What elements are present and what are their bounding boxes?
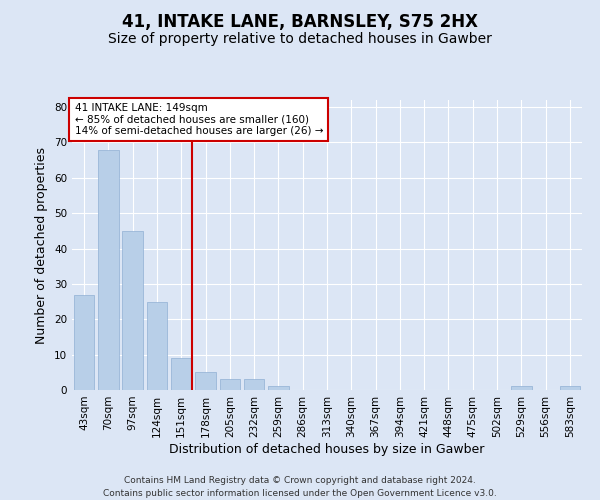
Y-axis label: Number of detached properties: Number of detached properties <box>35 146 49 344</box>
Bar <box>195 372 216 390</box>
Bar <box>171 358 191 390</box>
Bar <box>268 386 289 390</box>
Text: Contains HM Land Registry data © Crown copyright and database right 2024.: Contains HM Land Registry data © Crown c… <box>124 476 476 485</box>
Bar <box>560 386 580 390</box>
Bar <box>146 302 167 390</box>
Bar <box>122 231 143 390</box>
Text: Contains public sector information licensed under the Open Government Licence v3: Contains public sector information licen… <box>103 489 497 498</box>
Text: 41 INTAKE LANE: 149sqm
← 85% of detached houses are smaller (160)
14% of semi-de: 41 INTAKE LANE: 149sqm ← 85% of detached… <box>74 103 323 136</box>
Bar <box>511 386 532 390</box>
Text: 41, INTAKE LANE, BARNSLEY, S75 2HX: 41, INTAKE LANE, BARNSLEY, S75 2HX <box>122 12 478 30</box>
Bar <box>74 294 94 390</box>
Bar <box>244 380 265 390</box>
Text: Distribution of detached houses by size in Gawber: Distribution of detached houses by size … <box>169 442 485 456</box>
Bar <box>98 150 119 390</box>
Bar <box>220 380 240 390</box>
Text: Size of property relative to detached houses in Gawber: Size of property relative to detached ho… <box>108 32 492 46</box>
